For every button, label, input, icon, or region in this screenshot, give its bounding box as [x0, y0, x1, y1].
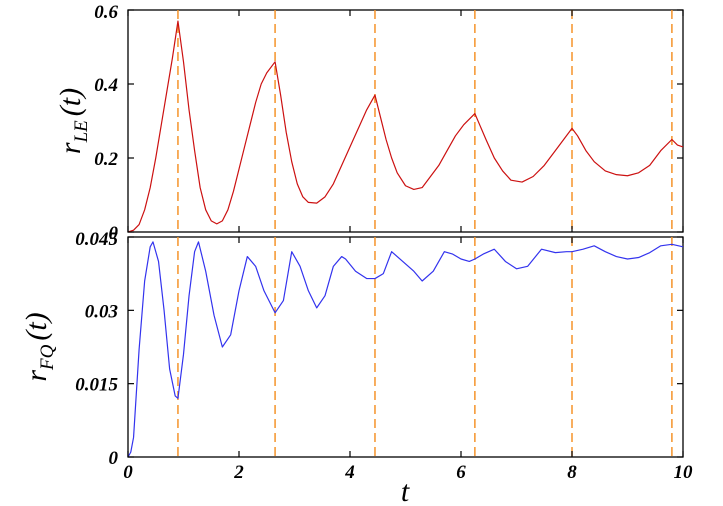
- top-plot-frame: [127, 9, 684, 233]
- bottom-ytick-label-1: 0.015: [75, 375, 118, 396]
- bottom-ytick-labels: 0 0.015 0.03 0.045: [75, 229, 118, 469]
- top-ytick-label-2: 0.4: [94, 75, 118, 96]
- bottom-ylabel-sub: FQ: [37, 344, 58, 371]
- bottom-ytick-label-2: 0.03: [85, 301, 118, 322]
- bottom-xtick-label-4: 8: [567, 462, 577, 483]
- bottom-ylabel: rFQ (t): [20, 312, 58, 381]
- top-ticks: [127, 9, 684, 233]
- top-ytick-labels: 0 0.2 0.4 0.6: [94, 2, 118, 244]
- bottom-series-group: [127, 241, 684, 458]
- top-series-line-0: [127, 20, 684, 233]
- bottom-ylabel-suffix: (t): [20, 312, 53, 340]
- top-ylabel: rLE (t): [54, 88, 92, 154]
- bottom-ytick-label-0: 0: [109, 448, 119, 469]
- bottom-xtick-label-2: 4: [344, 462, 355, 483]
- top-ylabel-suffix: (t): [54, 88, 87, 116]
- bottom-vlines: [177, 237, 673, 457]
- bottom-series-line-0: [127, 241, 684, 458]
- top-ylabel-sub: LE: [71, 120, 92, 144]
- bottom-xtick-labels: 0 2 4 6 8 10: [123, 462, 693, 483]
- panel-top: 0 0.2 0.4 0.6 rLE (t): [54, 2, 684, 244]
- bottom-xlabel: t: [401, 475, 410, 506]
- top-ytick-label-1: 0.2: [94, 149, 118, 170]
- bottom-xtick-label-1: 2: [233, 462, 244, 483]
- top-vlines: [177, 10, 673, 232]
- panel-bottom: 0 0.015 0.03 0.045 0 2 4 6 8 10 rFQ (t) t: [20, 229, 693, 506]
- bottom-xtick-label-0: 0: [123, 462, 133, 483]
- top-ytick-label-3: 0.6: [94, 2, 118, 23]
- top-series-group: [127, 20, 684, 233]
- bottom-ytick-label-3: 0.045: [75, 229, 118, 250]
- bottom-plot-frame: [127, 236, 684, 458]
- bottom-xtick-label-3: 6: [456, 462, 466, 483]
- bottom-ticks: [127, 236, 684, 458]
- bottom-ylabel-main: r: [20, 370, 53, 382]
- top-ylabel-main: r: [54, 142, 87, 154]
- bottom-xtick-label-5: 10: [674, 462, 694, 483]
- top-ytick-label-0: 0: [109, 223, 119, 244]
